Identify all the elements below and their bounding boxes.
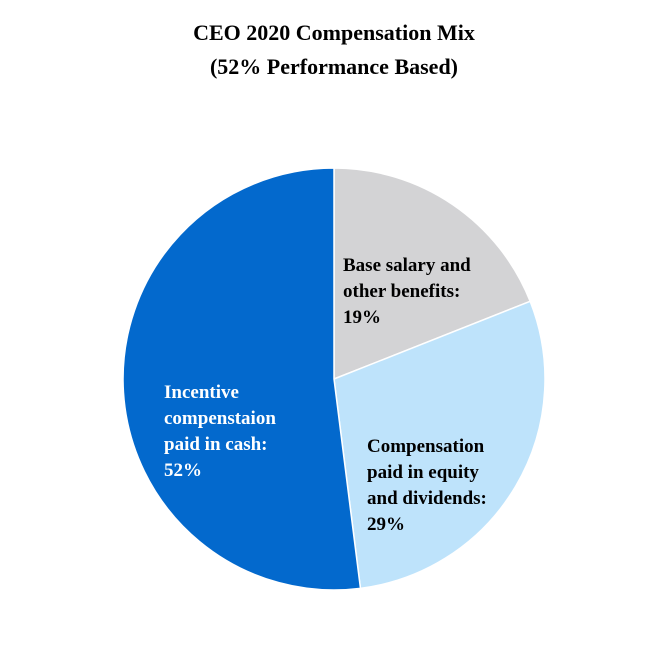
slice-labels: Base salary and other benefits: 19% Compens… (164, 255, 487, 535)
slice-label-line: 29% (367, 514, 405, 535)
slice-label-line: compenstaion (164, 408, 276, 429)
slice-label-line: paid in cash: (164, 434, 267, 455)
slice-label-line: Base salary and (343, 255, 471, 276)
pie-slices (122, 167, 546, 591)
pie-slice (333, 300, 546, 590)
slice-label-line: Compensation (367, 436, 485, 457)
slice-label-line: other benefits: (343, 281, 460, 302)
slice-label-line: 19% (343, 307, 381, 328)
chart-subtitle: (52% Performance Based) (210, 54, 458, 79)
slice-label-line: 52% (164, 460, 202, 481)
slice-label: Incentive compenstaion paid in cash: 52% (164, 382, 276, 481)
pie-slice (122, 167, 362, 591)
slice-label-line: Incentive (164, 382, 239, 403)
pie-slice (333, 167, 532, 381)
slice-label: Compensation paid in equity and dividends:… (367, 436, 487, 535)
slice-label-line: paid in equity (367, 462, 479, 483)
slice-label-line: and dividends: (367, 488, 487, 509)
slice-label: Base salary and other benefits: 19% (343, 255, 471, 328)
chart-title: CEO 2020 Compensation Mix (193, 20, 475, 45)
